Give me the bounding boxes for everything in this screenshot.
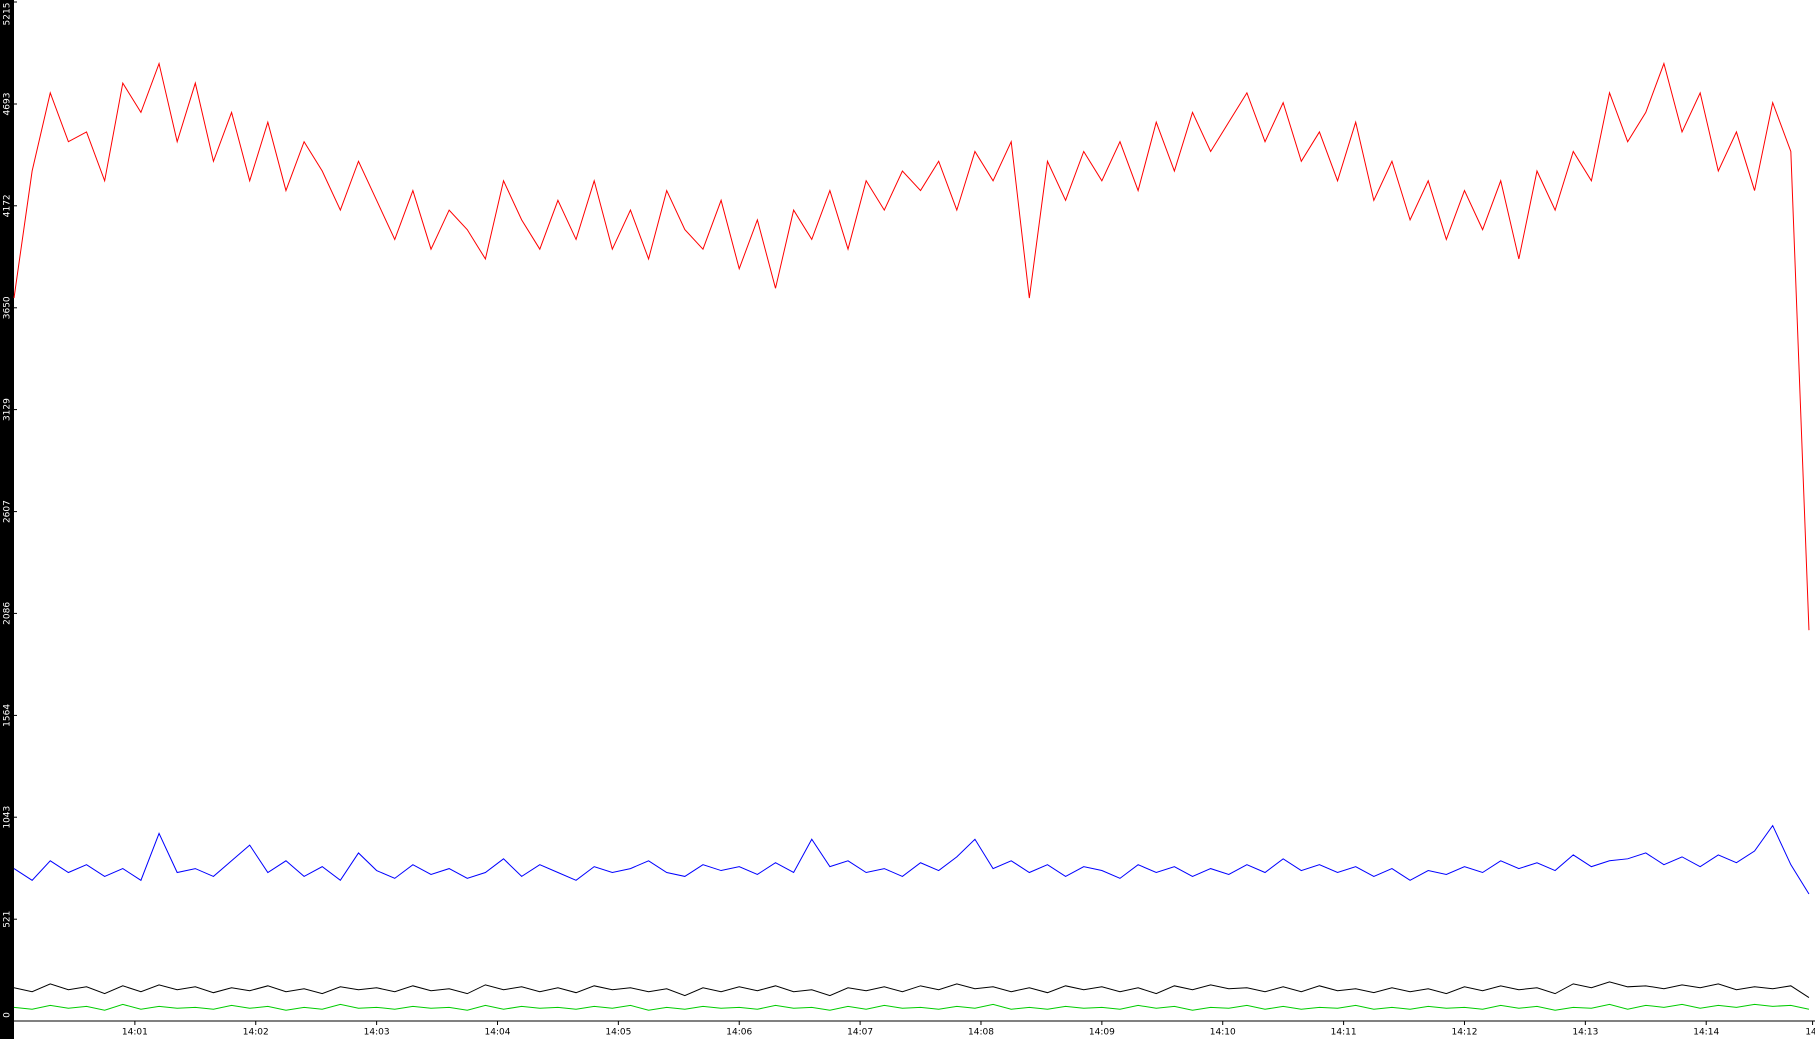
x-tick-label: 14:05 <box>605 1028 631 1038</box>
x-tick-label: 14:04 <box>485 1028 511 1038</box>
x-tick-label: 14:09 <box>1089 1028 1115 1038</box>
series-line <box>13 824 1810 895</box>
x-tick-label: 14:06 <box>726 1028 752 1038</box>
series-line <box>13 981 1810 998</box>
x-tick-label: 14:02 <box>243 1028 269 1038</box>
series-line <box>13 1003 1810 1011</box>
x-tick-label: 14:12 <box>1452 1028 1478 1038</box>
x-tick-label: 14: <box>1805 1028 1815 1038</box>
y-axis-band <box>0 0 14 1039</box>
series-line <box>13 61 1810 631</box>
y-tick-label: 3650 <box>3 296 13 319</box>
y-tick-label: 4172 <box>3 194 13 217</box>
x-tick-label: 14:01 <box>122 1028 148 1038</box>
x-tick-label: 14:11 <box>1331 1028 1357 1038</box>
x-tick-label: 14:03 <box>364 1028 390 1038</box>
y-tick-label: 2086 <box>3 602 13 625</box>
y-tick-label: 5215 <box>3 3 13 26</box>
y-tick-label: 4693 <box>3 93 13 116</box>
x-tick-label: 14:10 <box>1210 1028 1236 1038</box>
x-tick-label: 14:13 <box>1572 1028 1598 1038</box>
y-tick-label: 0 <box>3 1012 13 1018</box>
y-tick-label: 3129 <box>3 398 13 421</box>
y-tick-label: 521 <box>3 911 13 928</box>
y-tick-label: 1043 <box>3 806 13 829</box>
x-tick-label: 14:14 <box>1693 1028 1719 1038</box>
x-tick-label: 14:07 <box>847 1028 873 1038</box>
y-tick-label: 2607 <box>3 500 13 523</box>
y-tick-label: 1564 <box>3 704 13 727</box>
x-tick-label: 14:08 <box>968 1028 994 1038</box>
